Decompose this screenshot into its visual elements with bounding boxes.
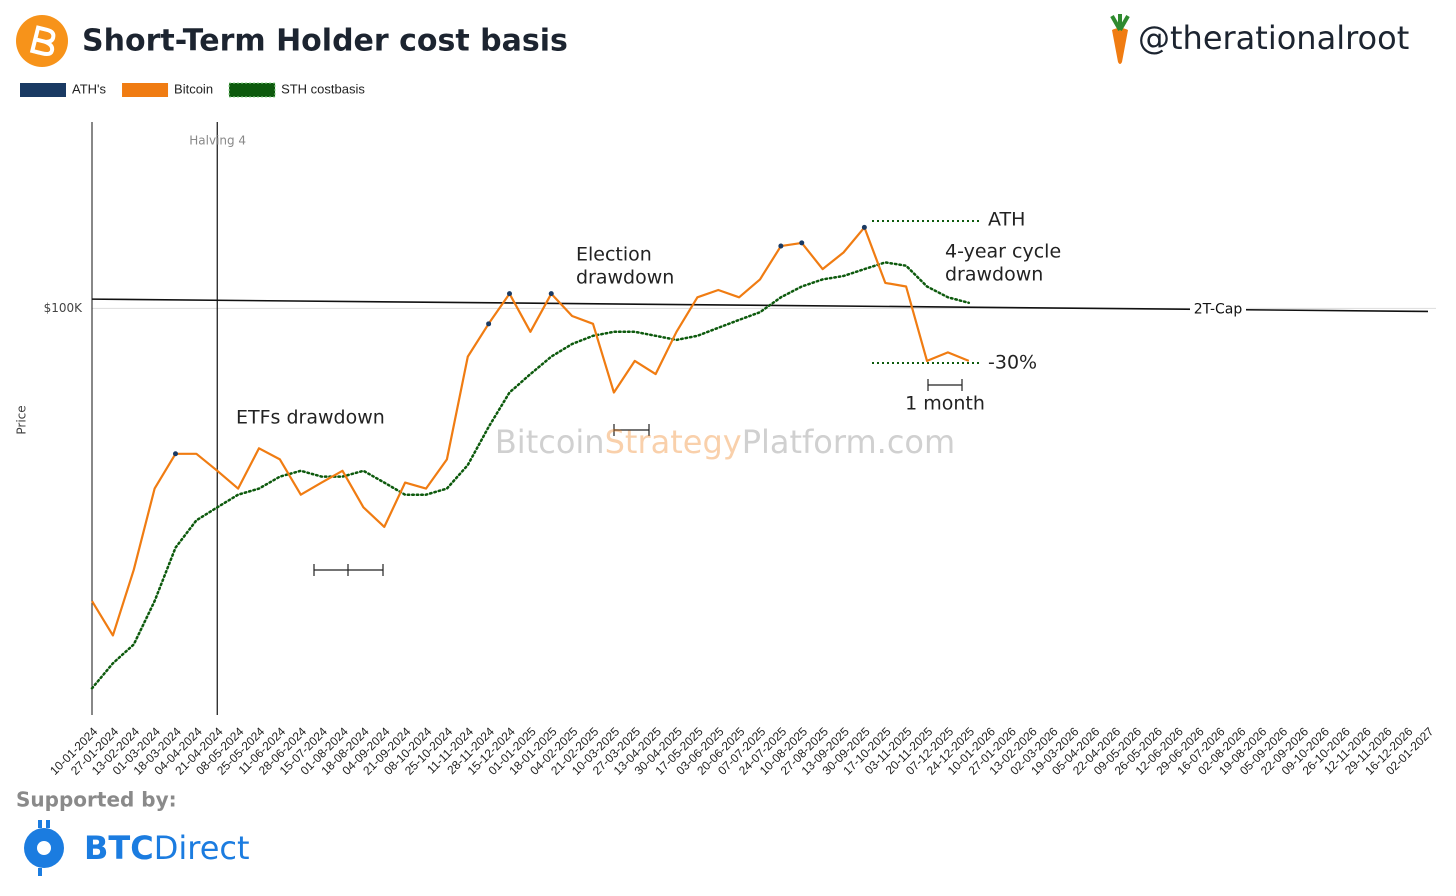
chart-title: Short-Term Holder cost basis [82, 24, 568, 59]
brand: BTCDirect [84, 829, 250, 867]
ath-marker [778, 243, 784, 249]
annotation: Election [576, 244, 652, 266]
watermark-part: Bitcoin [495, 423, 605, 461]
supported-by: Supported by: [16, 788, 177, 812]
btcdirect-logo [24, 820, 64, 876]
legend-swatch [228, 82, 276, 98]
halving-label: Halving 4 [189, 134, 246, 148]
legend-label: ATH's [72, 81, 107, 96]
ath-marker [173, 451, 178, 457]
y-axis-label: Price [15, 405, 29, 434]
brand-bold: BTC [84, 829, 154, 867]
annotation: 4-year cycle [945, 241, 1061, 263]
annotation: -30% [988, 352, 1037, 374]
annotation-brackets [313, 220, 982, 576]
annotation: drawdown [945, 264, 1043, 286]
legend-swatch [122, 83, 169, 97]
ath-marker [486, 321, 492, 327]
watermark-part: Platform.com [742, 423, 955, 461]
brand-regular: Direct [154, 829, 250, 867]
annotation: ATH [988, 209, 1025, 231]
y-tick-label: $100K [44, 301, 84, 315]
series-line [91, 226, 970, 637]
carrot-icon [1110, 14, 1130, 64]
annotation: 1 month [905, 393, 985, 415]
handle: @therationalroot [1138, 19, 1409, 57]
ath-marker [548, 291, 554, 297]
legend-label: STH costbasis [281, 81, 365, 96]
legend-swatch [20, 83, 66, 97]
reference-label-bg [1190, 301, 1246, 318]
ath-marker [799, 240, 805, 246]
annotation: ETFs drawdown [236, 407, 385, 429]
watermark: BitcoinStrategyPlatform.com [495, 423, 955, 461]
legend-label: Bitcoin [174, 81, 213, 96]
annotation: drawdown [576, 267, 674, 289]
ath-marker [861, 224, 867, 230]
series-line [90, 261, 971, 690]
ath-marker [507, 291, 512, 297]
bitcoin-logo [16, 15, 68, 67]
reference-label: 2T-Cap [1194, 302, 1243, 318]
watermark-part: Strategy [605, 423, 742, 461]
